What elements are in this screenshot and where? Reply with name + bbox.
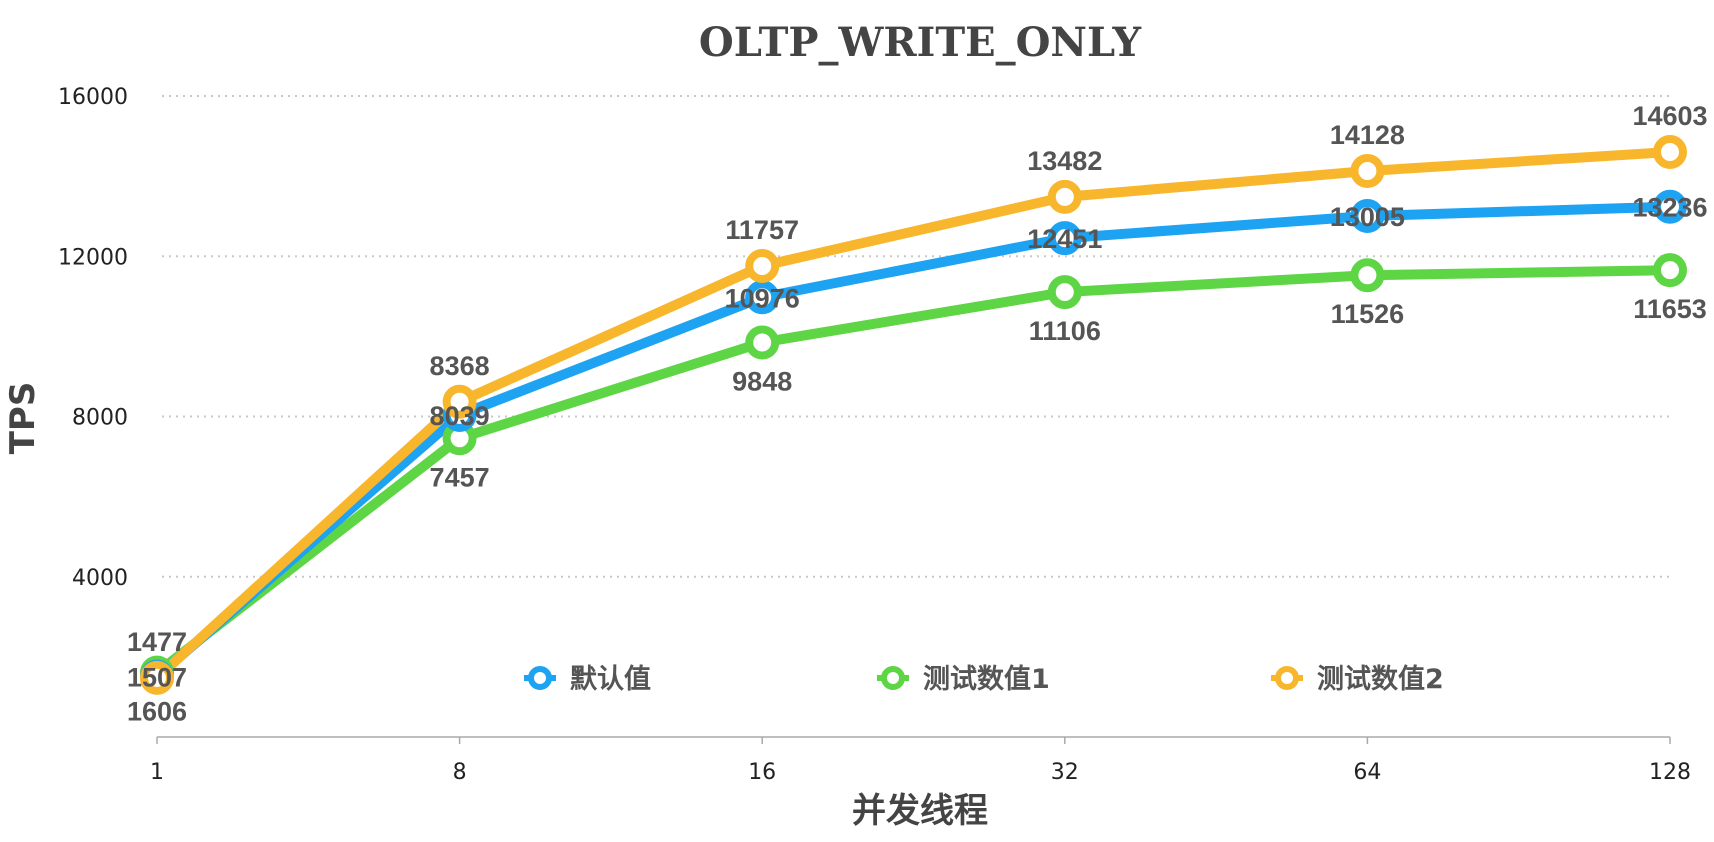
x-tick-label-16: 16 (748, 760, 776, 785)
legend: 默认值 测试数值1 测试数值2 (524, 664, 1444, 695)
series-3-point-8 (442, 384, 477, 419)
data-label-s3-128: 14603 (1632, 101, 1707, 131)
data-label-s1-32: 12451 (1027, 224, 1102, 254)
series-1-point-16 (745, 280, 780, 315)
x-tick-label-1: 1 (150, 760, 164, 785)
data-label-s1-128: 13236 (1632, 193, 1707, 223)
series-3-point-64 (1350, 153, 1385, 188)
y-tick-label-8000: 8000 (72, 406, 128, 431)
data-label-s3-32: 13482 (1027, 146, 1102, 176)
series-3-point-1 (140, 660, 174, 695)
series-line-2 (152, 265, 1675, 678)
data-label-s2-16: 9848 (732, 366, 792, 396)
axis-layer: 4000 8000 12000 16000 1 8 16 32 64 128 (58, 85, 1691, 785)
label-layer: 1507 8039 10976 12451 13005 13236 1606 7457 9848… (127, 101, 1708, 727)
legend-swatch-marker-2 (881, 666, 905, 690)
legend-swatch-marker-1 (528, 666, 552, 690)
data-label-s3-8: 8368 (430, 351, 490, 381)
series-3-point-32 (1047, 179, 1082, 214)
data-label-s2-32: 11106 (1029, 316, 1101, 346)
data-label-s1-64: 13005 (1330, 202, 1405, 232)
legend-label-2: 测试数值1 (923, 664, 1050, 695)
series-3-point-16 (745, 248, 780, 283)
y-axis-title: TPS (3, 382, 43, 455)
x-axis-title: 并发线程 (852, 791, 988, 831)
data-label-s1-1: 1507 (127, 663, 187, 693)
series-2-point-128 (1653, 253, 1687, 288)
legend-item-1: 默认值 (524, 664, 651, 695)
y-tick-label-4000: 4000 (72, 566, 128, 591)
data-label-s3-1: 1477 (127, 627, 187, 657)
data-label-s2-1: 1606 (127, 697, 187, 727)
chart-title: OLTP_WRITE_ONLY (699, 19, 1142, 66)
data-label-s2-8: 7457 (430, 462, 490, 492)
legend-item-2: 测试数值1 (877, 664, 1050, 695)
series-1-point-64 (1350, 198, 1385, 233)
legend-swatch-marker-3 (1275, 666, 1299, 690)
series-2-point-64 (1350, 258, 1385, 293)
series-1-point-128 (1653, 189, 1687, 224)
series-2-point-32 (1047, 275, 1082, 310)
legend-item-3: 测试数值2 (1271, 664, 1444, 695)
data-label-s3-16: 11757 (725, 215, 799, 245)
series-line-1 (152, 201, 1675, 682)
data-label-s3-64: 14128 (1330, 120, 1405, 150)
y-tick-label-16000: 16000 (58, 85, 128, 110)
series-1-point-32 (1047, 221, 1082, 256)
data-label-s2-128: 11653 (1633, 294, 1707, 324)
series-3-point-128 (1653, 134, 1687, 169)
data-label-s1-8: 8039 (430, 401, 490, 431)
legend-label-3: 测试数值2 (1317, 664, 1444, 695)
series-layer (140, 134, 1687, 695)
data-label-s2-64: 11526 (1331, 299, 1405, 329)
series-2-point-16 (745, 325, 780, 360)
x-tick-label-32: 32 (1051, 760, 1079, 785)
series-line-3 (152, 146, 1675, 683)
legend-label-1: 默认值 (570, 664, 651, 695)
x-tick-label-128: 128 (1649, 760, 1691, 785)
x-tick-label-64: 64 (1353, 760, 1381, 785)
y-tick-label-12000: 12000 (58, 245, 128, 270)
data-label-s1-16: 10976 (725, 283, 800, 313)
x-tick-label-8: 8 (453, 760, 467, 785)
